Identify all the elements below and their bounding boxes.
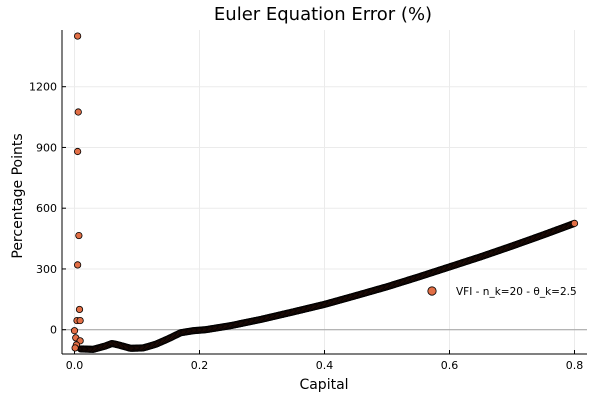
chart-title: Euler Equation Error (%) bbox=[214, 4, 432, 25]
x-tick-label-3: 0.6 bbox=[441, 359, 459, 372]
outlier-point-5 bbox=[75, 305, 84, 314]
outlier-point-3 bbox=[75, 231, 83, 240]
outlier-point-0 bbox=[74, 32, 82, 40]
outlier-point-7 bbox=[76, 316, 84, 325]
y-tick-label-2: 600 bbox=[36, 202, 57, 215]
x-tick-label-0: 0.0 bbox=[66, 359, 84, 372]
x-tick-label-1: 0.2 bbox=[191, 359, 209, 372]
outlier-point-2 bbox=[74, 147, 82, 156]
legend-marker bbox=[427, 286, 437, 296]
outlier-point-1 bbox=[74, 108, 82, 116]
x-tick-label-2: 0.4 bbox=[316, 359, 334, 372]
curve-point bbox=[570, 219, 579, 227]
x-tick-label-4: 0.8 bbox=[566, 359, 584, 372]
tick-labels: 0.0 0.2 0.4 0.6 0.8 0 300 600 900 1200 bbox=[29, 81, 583, 372]
y-tick-label-3: 900 bbox=[36, 141, 57, 154]
y-axis-label: Percentage Points bbox=[10, 133, 26, 258]
y-tick-label-0: 0 bbox=[50, 324, 57, 337]
y-tick-label-4: 1200 bbox=[29, 81, 57, 94]
legend-label: VFI - n_k=20 - θ_k=2.5 bbox=[456, 286, 577, 298]
outlier-point-4 bbox=[74, 261, 82, 269]
data-points bbox=[70, 32, 579, 353]
y-tick-label-1: 300 bbox=[36, 263, 57, 276]
outlier-point-8 bbox=[70, 327, 79, 335]
x-axis-label: Capital bbox=[299, 377, 348, 393]
outlier-point-12 bbox=[71, 344, 79, 352]
legend: VFI - n_k=20 - θ_k=2.5 bbox=[427, 286, 577, 298]
